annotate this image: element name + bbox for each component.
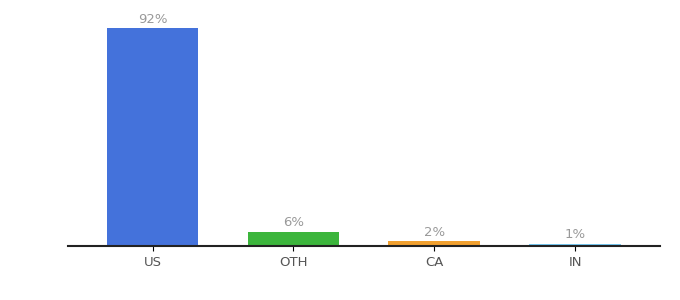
Bar <box>388 241 480 246</box>
Bar <box>107 28 199 246</box>
Text: 2%: 2% <box>424 226 445 239</box>
Text: 1%: 1% <box>564 228 585 241</box>
Text: 6%: 6% <box>283 216 304 230</box>
Bar <box>529 244 621 246</box>
Bar <box>248 232 339 246</box>
Text: 92%: 92% <box>138 13 167 26</box>
